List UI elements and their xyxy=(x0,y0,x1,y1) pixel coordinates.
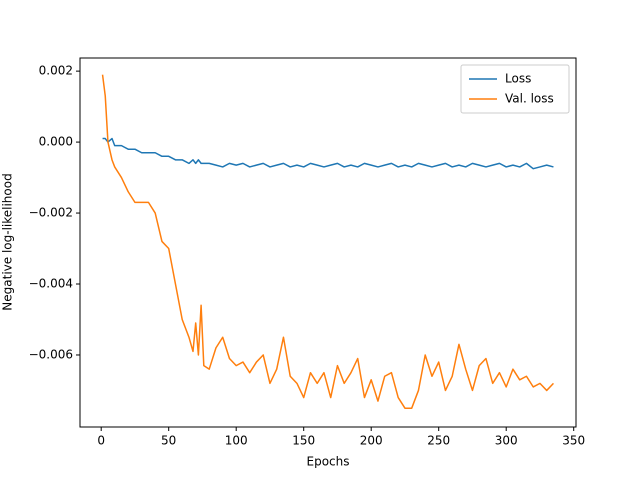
x-tick-label: 200 xyxy=(360,434,383,448)
y-tick-label: −0.002 xyxy=(29,206,73,220)
y-tick-label: −0.006 xyxy=(29,347,73,361)
x-tick-label: 50 xyxy=(161,434,176,448)
y-tick-label: 0.000 xyxy=(39,135,73,149)
x-tick-label: 100 xyxy=(225,434,248,448)
x-tick-label: 150 xyxy=(292,434,315,448)
x-tick-label: 250 xyxy=(427,434,450,448)
legend-label: Val. loss xyxy=(505,92,554,106)
x-tick-label: 300 xyxy=(495,434,518,448)
y-tick-label: −0.004 xyxy=(29,277,73,291)
x-axis-label: Epochs xyxy=(307,455,350,469)
series-line xyxy=(101,74,554,409)
y-tick-label: 0.002 xyxy=(39,64,73,78)
plot-frame xyxy=(79,57,577,428)
legend-box xyxy=(460,64,570,114)
y-axis-label: Negative log-likelihood xyxy=(1,173,15,310)
x-tick-label: 350 xyxy=(562,434,585,448)
x-tick-label: 0 xyxy=(97,434,105,448)
legend-label: Loss xyxy=(505,72,531,86)
series-line xyxy=(102,137,554,170)
